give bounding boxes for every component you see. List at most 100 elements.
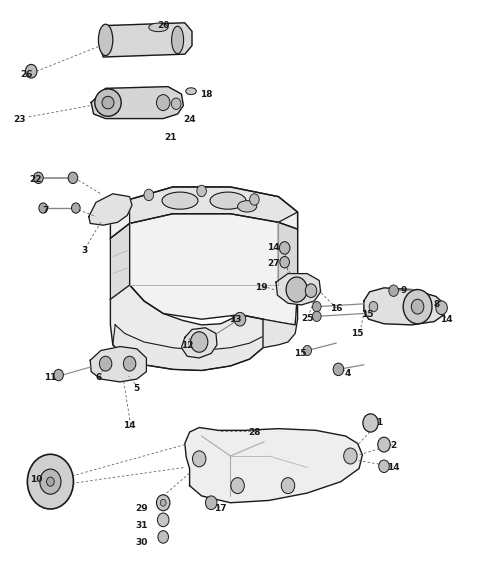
- Circle shape: [379, 460, 389, 473]
- Circle shape: [160, 499, 166, 506]
- Ellipse shape: [172, 26, 184, 54]
- Circle shape: [305, 284, 317, 298]
- Circle shape: [279, 242, 290, 254]
- Text: 27: 27: [267, 259, 280, 268]
- Text: 28: 28: [248, 428, 261, 437]
- Polygon shape: [110, 223, 130, 299]
- Circle shape: [123, 356, 136, 371]
- Ellipse shape: [98, 24, 113, 55]
- Circle shape: [171, 98, 181, 109]
- Circle shape: [363, 414, 378, 432]
- Text: 6: 6: [95, 373, 102, 382]
- Text: 4: 4: [345, 369, 351, 378]
- Text: 25: 25: [301, 314, 313, 323]
- Text: 18: 18: [200, 89, 213, 99]
- Circle shape: [34, 172, 43, 184]
- Text: 14: 14: [387, 463, 400, 472]
- Polygon shape: [89, 194, 132, 225]
- Polygon shape: [364, 288, 445, 325]
- Circle shape: [411, 299, 424, 314]
- Text: 20: 20: [157, 21, 169, 30]
- Circle shape: [389, 285, 398, 296]
- Text: 16: 16: [330, 304, 342, 314]
- Circle shape: [250, 194, 259, 205]
- Text: 10: 10: [30, 475, 42, 484]
- Polygon shape: [276, 274, 321, 305]
- Circle shape: [231, 478, 244, 494]
- Circle shape: [333, 363, 344, 376]
- Text: 29: 29: [135, 504, 148, 513]
- Ellipse shape: [95, 89, 121, 116]
- Circle shape: [192, 451, 206, 467]
- Text: 15: 15: [361, 310, 373, 319]
- Text: 12: 12: [181, 341, 193, 351]
- Circle shape: [157, 513, 169, 527]
- Polygon shape: [110, 187, 298, 238]
- Ellipse shape: [162, 192, 198, 209]
- Ellipse shape: [149, 23, 168, 31]
- Circle shape: [312, 311, 321, 321]
- Circle shape: [39, 203, 48, 213]
- Text: 7: 7: [42, 206, 49, 215]
- Circle shape: [40, 469, 61, 494]
- Circle shape: [25, 64, 37, 78]
- Circle shape: [99, 356, 112, 371]
- Text: 11: 11: [44, 373, 57, 382]
- Circle shape: [303, 345, 312, 356]
- Text: 14: 14: [267, 243, 280, 253]
- Circle shape: [27, 454, 73, 509]
- Text: 31: 31: [135, 521, 148, 530]
- Circle shape: [156, 95, 170, 111]
- Ellipse shape: [186, 88, 196, 95]
- Text: 8: 8: [433, 300, 440, 309]
- Polygon shape: [130, 187, 298, 223]
- Circle shape: [156, 495, 170, 511]
- Polygon shape: [263, 292, 298, 348]
- Text: 1: 1: [376, 418, 383, 428]
- Circle shape: [286, 277, 307, 302]
- Polygon shape: [278, 222, 298, 292]
- Text: 30: 30: [135, 538, 148, 547]
- Text: 17: 17: [215, 504, 227, 513]
- Circle shape: [205, 496, 217, 510]
- Polygon shape: [113, 325, 263, 370]
- Text: 2: 2: [390, 441, 397, 450]
- Ellipse shape: [102, 96, 114, 109]
- Circle shape: [72, 203, 80, 213]
- Polygon shape: [181, 328, 217, 358]
- Text: 3: 3: [81, 246, 87, 255]
- Polygon shape: [91, 87, 183, 119]
- Polygon shape: [101, 23, 192, 57]
- Circle shape: [312, 302, 321, 312]
- Polygon shape: [110, 187, 298, 325]
- Circle shape: [54, 369, 63, 381]
- Polygon shape: [90, 347, 146, 382]
- Circle shape: [191, 332, 208, 352]
- Text: 26: 26: [20, 70, 33, 79]
- Circle shape: [47, 477, 54, 486]
- Text: 15: 15: [294, 349, 306, 358]
- Text: 19: 19: [255, 283, 268, 292]
- Circle shape: [158, 531, 168, 543]
- Text: 5: 5: [133, 384, 140, 393]
- Text: 15: 15: [351, 329, 364, 338]
- Circle shape: [378, 437, 390, 452]
- Text: 13: 13: [229, 315, 241, 324]
- Circle shape: [234, 312, 246, 326]
- Text: 14: 14: [123, 421, 136, 430]
- Circle shape: [144, 189, 154, 201]
- Circle shape: [281, 478, 295, 494]
- Ellipse shape: [210, 192, 246, 209]
- Polygon shape: [185, 428, 362, 503]
- Circle shape: [68, 172, 78, 184]
- Text: 24: 24: [183, 115, 196, 124]
- Text: 23: 23: [13, 115, 25, 124]
- Text: 22: 22: [30, 175, 42, 184]
- Circle shape: [369, 302, 378, 312]
- Circle shape: [197, 185, 206, 197]
- Text: 9: 9: [400, 286, 407, 295]
- Polygon shape: [110, 285, 263, 370]
- Circle shape: [436, 301, 447, 315]
- Circle shape: [280, 256, 289, 268]
- Ellipse shape: [238, 201, 257, 212]
